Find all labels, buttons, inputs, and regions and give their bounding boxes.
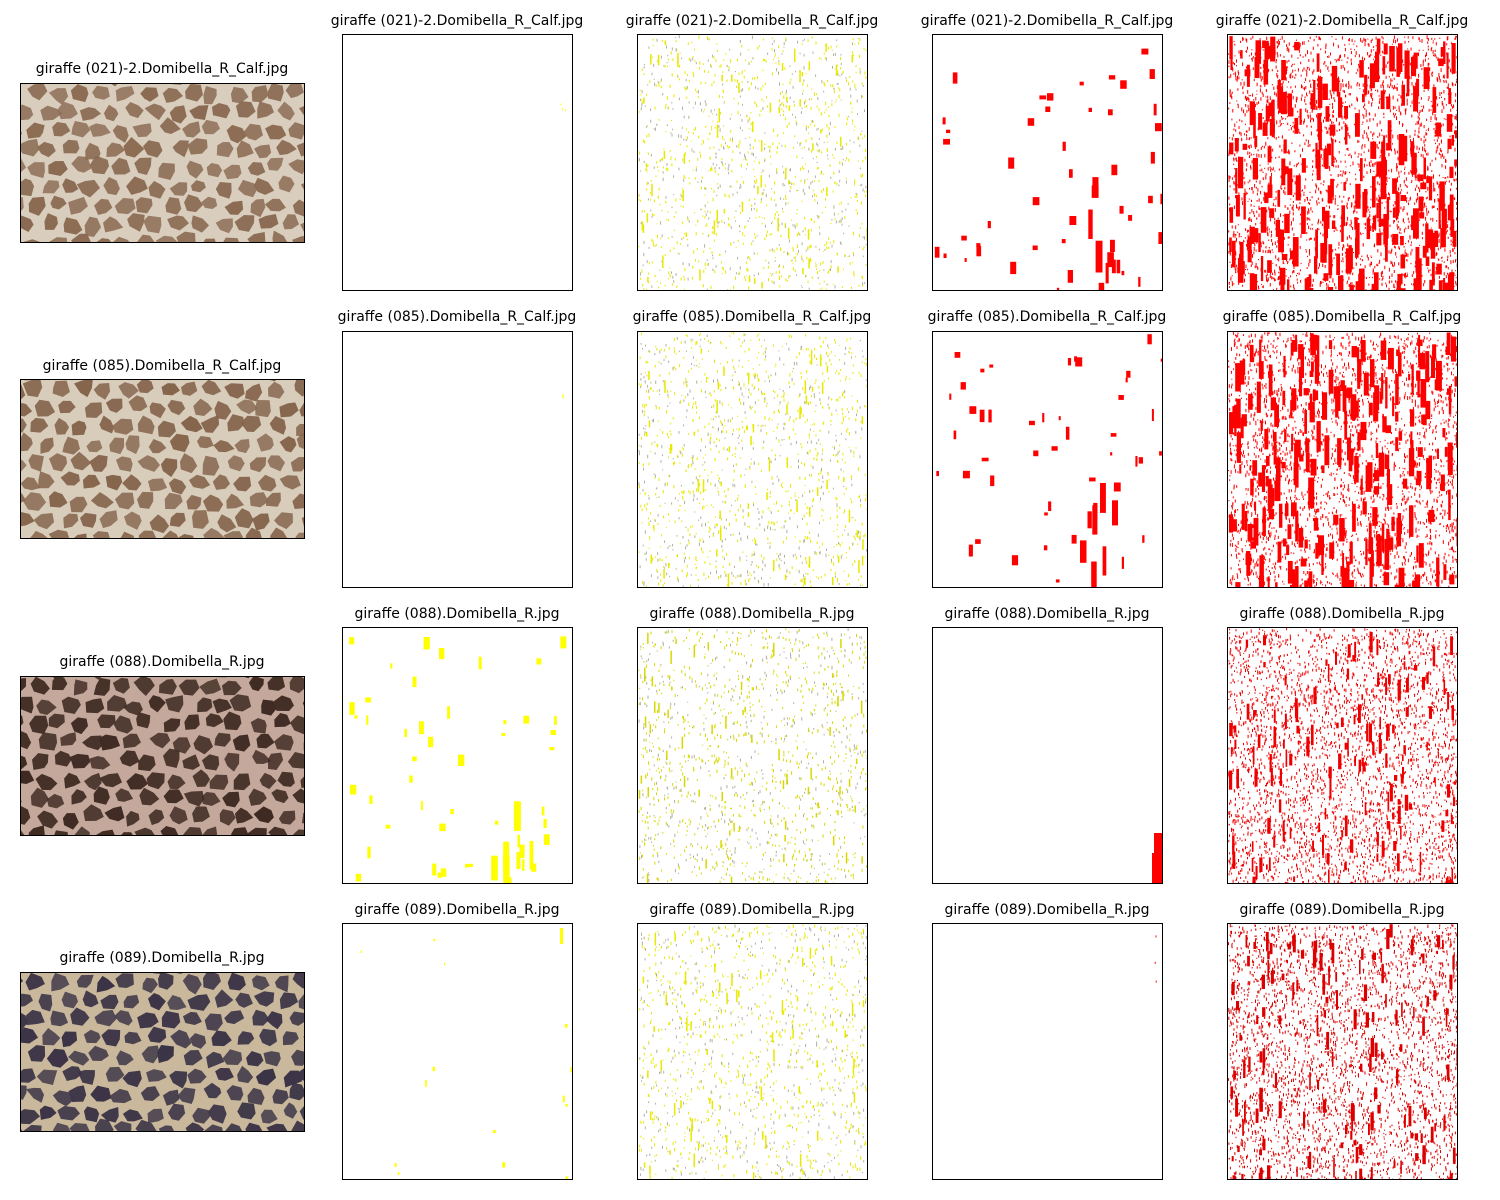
- panel-title: giraffe (085).Domibella_R_Calf.jpg: [927, 309, 1167, 325]
- giraffe-pattern-image: [21, 973, 304, 1131]
- panel-title: giraffe (085).Domibella_R_Calf.jpg: [337, 309, 577, 325]
- panel-title: giraffe (089).Domibella_R.jpg: [649, 902, 855, 918]
- mask-image: [1228, 628, 1457, 883]
- mask-image: [1228, 35, 1457, 290]
- mask-panel: [342, 34, 573, 291]
- giraffe-thumbnail: [20, 83, 305, 243]
- mask-image: [360, 928, 572, 1179]
- mask-image: [638, 332, 867, 587]
- mask-image: [638, 35, 867, 290]
- mask-image: [562, 394, 564, 399]
- mask-panel: [637, 627, 868, 884]
- mask-panel: [932, 331, 1163, 588]
- mask-image: [934, 48, 1162, 290]
- thumbnail-title: giraffe (088).Domibella_R.jpg: [59, 654, 265, 670]
- mask-image: [936, 334, 1162, 587]
- panel-title: giraffe (085).Domibella_R_Calf.jpg: [632, 309, 872, 325]
- mask-panel: [932, 34, 1163, 291]
- panel-title: giraffe (088).Domibella_R.jpg: [1239, 606, 1445, 622]
- mask-image: [1154, 935, 1157, 983]
- panel-title: giraffe (021)-2.Domibella_R_Calf.jpg: [920, 13, 1174, 29]
- panel-title: giraffe (021)-2.Domibella_R_Calf.jpg: [625, 13, 879, 29]
- mask-panel: [1227, 331, 1458, 588]
- giraffe-pattern-image: [21, 380, 304, 538]
- giraffe-pattern-image: [21, 677, 304, 835]
- mask-panel: [637, 331, 868, 588]
- mask-panel: [637, 34, 868, 291]
- mask-panel: [342, 331, 573, 588]
- mask-panel: [1227, 34, 1458, 291]
- mask-panel: [637, 923, 868, 1180]
- panel-title: giraffe (088).Domibella_R.jpg: [649, 606, 855, 622]
- mask-image: [1152, 833, 1162, 883]
- mask-panel: [1227, 627, 1458, 884]
- panel-title: giraffe (085).Domibella_R_Calf.jpg: [1222, 309, 1462, 325]
- mask-panel: [342, 923, 573, 1180]
- giraffe-pattern-image: [21, 84, 304, 242]
- mask-image: [638, 924, 867, 1179]
- thumbnail-title: giraffe (021)-2.Domibella_R_Calf.jpg: [35, 61, 289, 77]
- panel-title: giraffe (089).Domibella_R.jpg: [1239, 902, 1445, 918]
- panel-title: giraffe (089).Domibella_R.jpg: [354, 902, 560, 918]
- mask-panel: [342, 627, 573, 884]
- mask-image: [638, 628, 867, 883]
- mask-image: [349, 636, 567, 883]
- panel-title: giraffe (021)-2.Domibella_R_Calf.jpg: [330, 13, 584, 29]
- thumbnail-title: giraffe (085).Domibella_R_Calf.jpg: [42, 358, 282, 374]
- mask-panel: [932, 627, 1163, 884]
- giraffe-thumbnail: [20, 972, 305, 1132]
- thumbnail-title: giraffe (089).Domibella_R.jpg: [59, 950, 265, 966]
- mask-image: [1228, 924, 1457, 1179]
- panel-title: giraffe (021)-2.Domibella_R_Calf.jpg: [1215, 13, 1469, 29]
- giraffe-thumbnail: [20, 676, 305, 836]
- mask-image: [560, 103, 566, 112]
- panel-title: giraffe (088).Domibella_R.jpg: [354, 606, 560, 622]
- mask-image: [1228, 332, 1457, 587]
- mask-panel: [932, 923, 1163, 1180]
- panel-title: giraffe (088).Domibella_R.jpg: [944, 606, 1150, 622]
- mask-panel: [1227, 923, 1458, 1180]
- giraffe-thumbnail: [20, 379, 305, 539]
- panel-title: giraffe (089).Domibella_R.jpg: [944, 902, 1150, 918]
